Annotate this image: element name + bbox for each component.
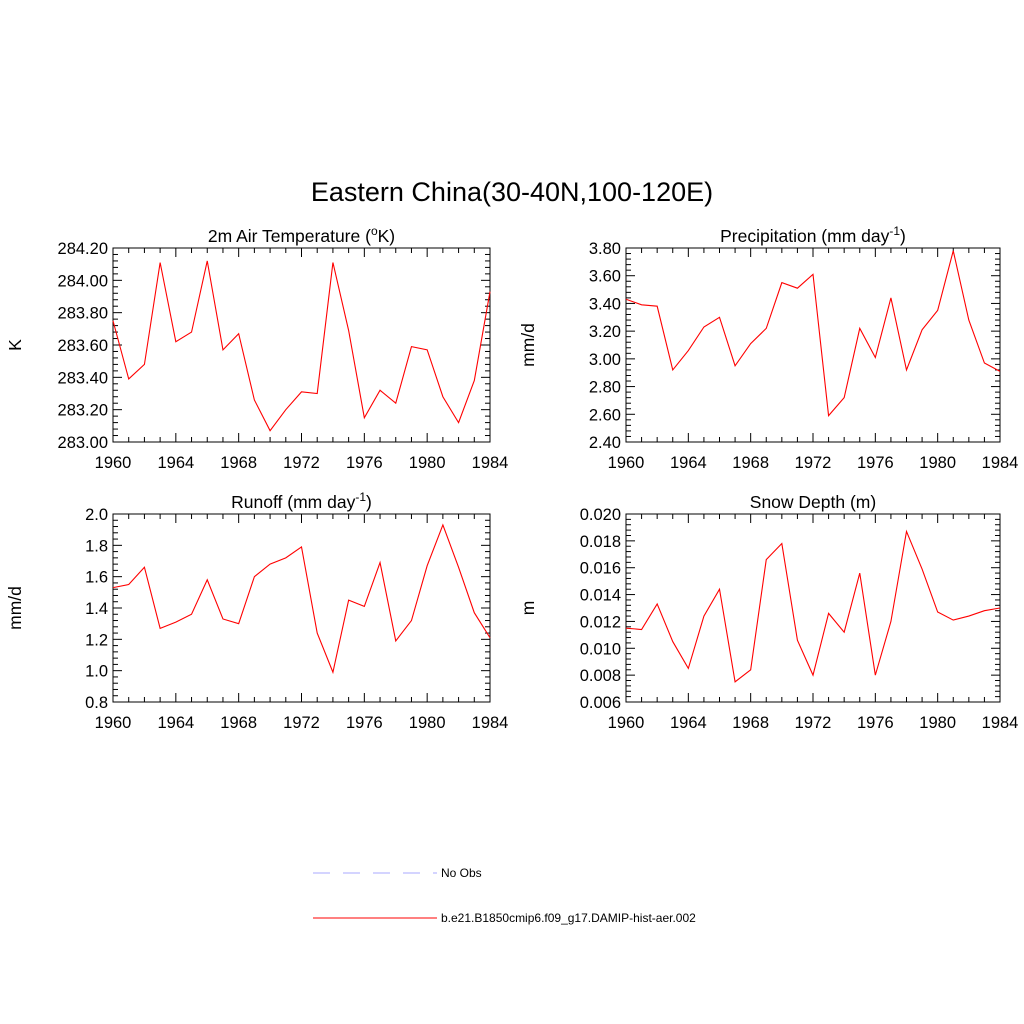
chart-panel: Snow Depth (m) m 1960 1964 1968 1972 1976 1980 1… xyxy=(518,492,1018,732)
y-tick-label: 0.018 xyxy=(580,533,621,551)
x-tick-label: 1984 xyxy=(472,714,509,732)
x-tick-label: 1964 xyxy=(670,454,707,472)
series-line xyxy=(625,529,1001,683)
y-tick-label: 0.016 xyxy=(580,560,621,578)
y-axis-label: mm/d xyxy=(518,323,538,367)
y-tick-label: 1.8 xyxy=(85,537,108,555)
panel-title: Runoff (mm day-1) xyxy=(231,490,372,512)
series-line xyxy=(625,250,1001,417)
chart-panel: Runoff (mm day-1) mm/d 1960 1964 1968 1972 197… xyxy=(5,490,508,732)
y-tick-label: 2.0 xyxy=(85,506,108,524)
panel-title: Snow Depth (m) xyxy=(750,492,876,512)
y-tick-label: 3.00 xyxy=(589,351,621,369)
x-tick-label: 1960 xyxy=(95,454,132,472)
y-tick-label: 1.2 xyxy=(85,631,108,649)
legend-label: b.e21.B1850cmip6.f09_g17.DAMIP-hist-aer.… xyxy=(441,911,696,925)
x-tick-label: 1960 xyxy=(608,714,645,732)
x-tick-label: 1972 xyxy=(795,454,832,472)
y-tick-label: 1.4 xyxy=(85,600,108,618)
series-line xyxy=(112,523,491,675)
x-tick-label: 1976 xyxy=(857,454,894,472)
y-tick-label: 2.80 xyxy=(589,379,621,397)
y-tick-label: 0.014 xyxy=(580,587,621,605)
x-tick-label: 1968 xyxy=(220,454,257,472)
y-axis-label: m xyxy=(518,601,538,616)
y-tick-label: 3.20 xyxy=(589,323,621,341)
y-tick-label: 3.40 xyxy=(589,295,621,313)
panel-title: 2m Air Temperature (oK) xyxy=(208,224,395,246)
y-tick-label: 283.20 xyxy=(58,402,108,420)
y-tick-label: 0.020 xyxy=(580,506,621,524)
y-tick-label: 3.80 xyxy=(589,240,621,258)
legend: No Obs b.e21.B1850cmip6.f09_g17.DAMIP-his… xyxy=(313,866,696,925)
x-tick-label: 1984 xyxy=(472,454,509,472)
y-axis-label: K xyxy=(5,339,25,351)
page-title: Eastern China(30-40N,100-120E) xyxy=(311,177,713,207)
y-tick-label: 2.40 xyxy=(589,434,621,452)
y-tick-label: 284.20 xyxy=(58,240,108,258)
chart-panel: 2m Air Temperature (oK) K 1960 1964 1968 1972… xyxy=(5,224,508,472)
x-tick-label: 1968 xyxy=(732,714,769,732)
y-axis-label: mm/d xyxy=(5,586,25,630)
y-tick-label: 1.0 xyxy=(85,663,108,681)
x-tick-label: 1960 xyxy=(608,454,645,472)
plot-frame xyxy=(112,513,491,703)
plot-frame xyxy=(112,247,491,443)
x-tick-label: 1960 xyxy=(95,714,132,732)
x-tick-label: 1972 xyxy=(795,714,832,732)
y-tick-label: 283.40 xyxy=(58,369,108,387)
x-tick-label: 1976 xyxy=(857,714,894,732)
chart-panel: Precipitation (mm day-1) mm/d 1960 1964 1968… xyxy=(518,224,1018,472)
x-tick-label: 1972 xyxy=(283,454,320,472)
x-tick-label: 1968 xyxy=(732,454,769,472)
x-tick-label: 1964 xyxy=(157,714,194,732)
x-tick-label: 1964 xyxy=(670,714,707,732)
x-tick-label: 1968 xyxy=(220,714,257,732)
y-tick-label: 283.00 xyxy=(58,434,108,452)
y-tick-label: 284.00 xyxy=(58,272,108,290)
y-tick-label: 0.010 xyxy=(580,640,621,658)
x-tick-label: 1976 xyxy=(346,714,383,732)
chart-panels: 2m Air Temperature (oK) K 1960 1964 1968 1972… xyxy=(5,224,1018,732)
x-tick-label: 1964 xyxy=(157,454,194,472)
x-tick-label: 1980 xyxy=(409,714,446,732)
x-tick-label: 1976 xyxy=(346,454,383,472)
y-tick-label: 283.80 xyxy=(58,305,108,323)
y-tick-label: 0.8 xyxy=(85,694,108,712)
x-tick-label: 1980 xyxy=(919,454,956,472)
x-tick-label: 1984 xyxy=(982,714,1019,732)
panel-title: Precipitation (mm day-1) xyxy=(720,224,906,246)
series-line xyxy=(112,260,491,432)
y-tick-label: 3.60 xyxy=(589,268,621,286)
y-tick-label: 0.008 xyxy=(580,667,621,685)
y-tick-label: 2.60 xyxy=(589,406,621,424)
x-tick-label: 1972 xyxy=(283,714,320,732)
y-tick-label: 0.012 xyxy=(580,613,621,631)
y-tick-label: 0.006 xyxy=(580,694,621,712)
x-tick-label: 1984 xyxy=(982,454,1019,472)
y-tick-label: 1.6 xyxy=(85,569,108,587)
legend-label: No Obs xyxy=(441,866,482,880)
x-tick-label: 1980 xyxy=(919,714,956,732)
y-tick-label: 283.60 xyxy=(58,337,108,355)
x-tick-label: 1980 xyxy=(409,454,446,472)
